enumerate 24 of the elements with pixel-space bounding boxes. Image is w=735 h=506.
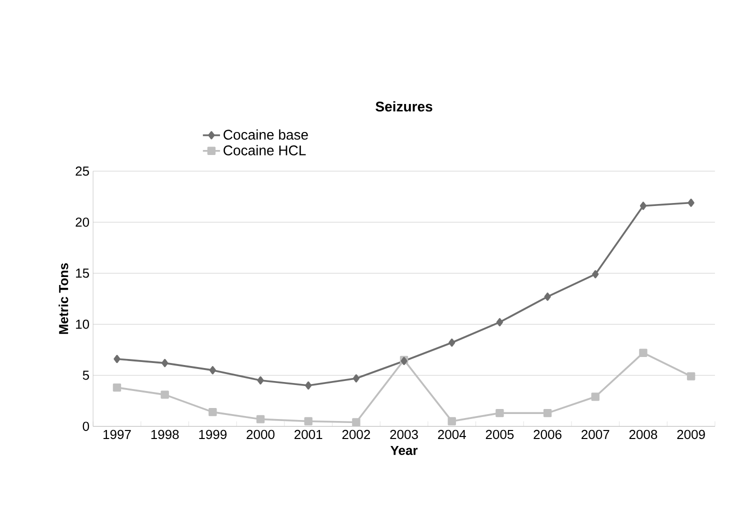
y-tick-label: 15	[76, 268, 89, 278]
x-tick-label: 2004	[438, 430, 466, 439]
y-tick-label: 0	[82, 422, 90, 431]
x-tick-label: 2008	[629, 430, 658, 439]
y-axis-title: Metric Tons	[58, 263, 68, 334]
chart-title: Seizures	[376, 101, 432, 112]
x-tick-label: 1997	[104, 430, 131, 439]
legend-label: Cocaine base	[224, 129, 308, 140]
x-tick-label: 2002	[342, 430, 370, 439]
x-tick-label: 2000	[246, 430, 274, 439]
x-tick-label: 2007	[582, 430, 610, 439]
x-tick-label: 1998	[151, 430, 179, 439]
x-tick-label: 2009	[677, 430, 705, 439]
y-tick-label: 10	[76, 319, 90, 329]
x-tick-label: 1999	[199, 430, 227, 439]
y-tick-label: 25	[76, 166, 89, 176]
x-tick-label: 2003	[390, 430, 418, 439]
y-tick-label: 20	[76, 217, 90, 227]
x-axis-title: Year	[390, 446, 418, 455]
x-tick-label: 2001	[294, 430, 322, 439]
x-tick-label: 2006	[534, 430, 562, 439]
legend-label: Cocaine HCL	[224, 144, 306, 156]
y-tick-label: 5	[82, 370, 89, 380]
x-tick-label: 2005	[486, 430, 514, 439]
